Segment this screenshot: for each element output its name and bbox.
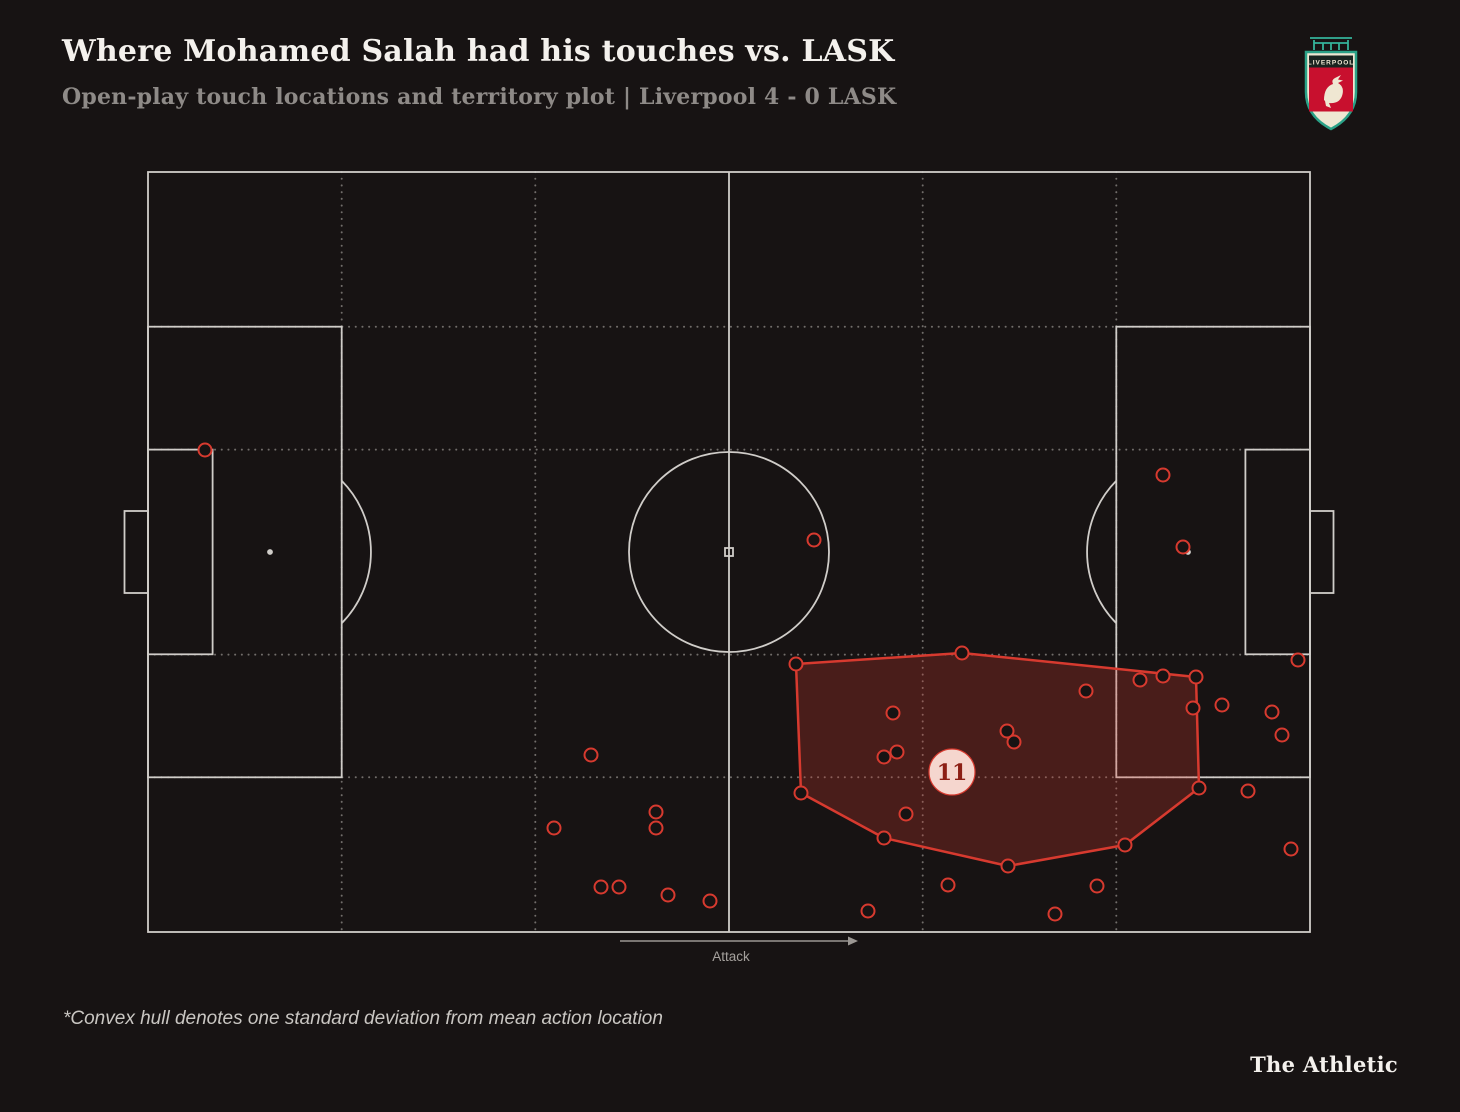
touch-point <box>1117 837 1133 853</box>
touch-data-layer: 11 <box>197 442 1306 922</box>
touch-point <box>876 830 892 846</box>
touch-point <box>1000 858 1016 874</box>
mean-marker <box>928 748 976 796</box>
page-title: Where Mohamed Salah had his touches vs. … <box>62 34 895 69</box>
touch-point <box>1089 878 1105 894</box>
touch-point <box>898 806 914 822</box>
touch-point <box>593 879 609 895</box>
touch-point <box>1155 467 1171 483</box>
touch-point <box>954 645 970 661</box>
the-athletic-logo: The Athletic <box>1250 1052 1398 1077</box>
touch-point <box>1185 700 1201 716</box>
touch-point <box>1290 652 1306 668</box>
touch-point <box>583 747 599 763</box>
touch-point <box>788 656 804 672</box>
touch-point <box>1191 780 1207 796</box>
touch-point <box>1132 672 1148 688</box>
page-subtitle: Open-play touch locations and territory … <box>62 84 897 110</box>
touch-point <box>940 877 956 893</box>
pitch-lines <box>123 171 1335 933</box>
touch-point <box>806 532 822 548</box>
touch-point <box>1078 683 1094 699</box>
touch-point <box>660 887 676 903</box>
footnote: *Convex hull denotes one standard deviat… <box>63 1008 663 1029</box>
touch-point <box>648 804 664 820</box>
liver-bird-icon <box>1324 75 1343 108</box>
touch-point <box>1240 783 1256 799</box>
touch-point <box>1175 539 1191 555</box>
touch-point <box>1006 734 1022 750</box>
touch-point <box>611 879 627 895</box>
touch-point <box>1155 668 1171 684</box>
touch-point <box>889 744 905 760</box>
touch-point <box>999 723 1015 739</box>
mean-marker-number: 11 <box>937 760 968 786</box>
touch-point <box>197 442 213 458</box>
touch-point <box>1283 841 1299 857</box>
touch-point <box>1274 727 1290 743</box>
attack-arrow-icon <box>620 936 858 946</box>
touch-point <box>860 903 876 919</box>
attack-label: Attack <box>712 949 750 964</box>
crest-banner-text: LIVERPOOL <box>1308 60 1355 67</box>
touch-point <box>702 893 718 909</box>
touch-point <box>546 820 562 836</box>
touch-point <box>793 785 809 801</box>
crest-banner <box>1309 55 1353 68</box>
touch-point <box>876 749 892 765</box>
touch-point <box>885 705 901 721</box>
touch-point <box>1214 697 1230 713</box>
touch-point <box>1188 669 1204 685</box>
touch-point <box>1047 906 1063 922</box>
shankly-gates-icon <box>1310 37 1352 50</box>
touch-point <box>1264 704 1280 720</box>
touch-point <box>648 820 664 836</box>
liverpool-crest: LIVERPOOL <box>1304 37 1358 131</box>
